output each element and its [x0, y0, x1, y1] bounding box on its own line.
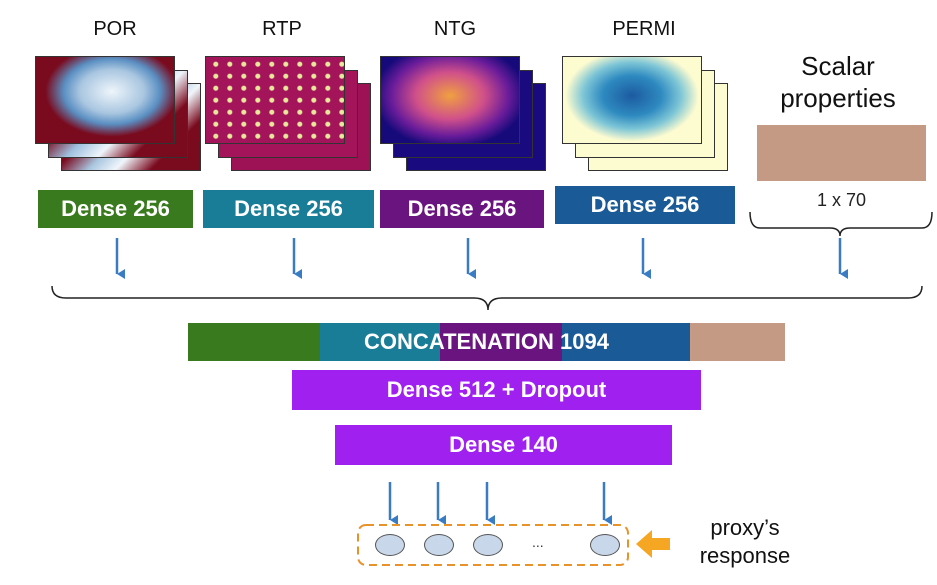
por-dense-256: Dense 256 [38, 190, 193, 228]
scalar-title-line2: properties [780, 83, 896, 113]
scalar-properties-bar [757, 125, 926, 181]
scalar-bracket [749, 211, 933, 237]
output-node-4 [590, 534, 620, 556]
proxy-response-arrow [636, 530, 670, 558]
rtp-dense-256: Dense 256 [203, 190, 374, 228]
title-rtp: RTP [262, 18, 302, 40]
scalar-dim-label: 1 x 70 [816, 190, 867, 210]
ntg-dense-256: Dense 256 [380, 190, 544, 228]
permi-dense-256: Dense 256 [555, 186, 735, 224]
scalar-title-line1: Scalar [801, 51, 875, 81]
dense-140: Dense 140 [335, 425, 672, 465]
concat-segment-por [188, 323, 320, 361]
dense-512-dropout: Dense 512 + Dropout [292, 370, 701, 410]
proxy-response-label: proxy’s response [690, 514, 800, 570]
output-node-1 [375, 534, 405, 556]
concat-brace [51, 285, 923, 311]
title-ntg: NTG [433, 18, 477, 40]
output-node-3 [473, 534, 503, 556]
scalar-title: Scalar properties [748, 50, 928, 114]
output-ellipsis: ... [532, 534, 544, 550]
concat-label: CONCATENATION 1094 [364, 329, 609, 354]
concat-segment-rtp [320, 323, 440, 361]
proxy-response-line1: proxy’s [710, 515, 780, 540]
concat-segment-ntg [440, 323, 562, 361]
output-node-2 [424, 534, 454, 556]
title-por: POR [93, 18, 137, 40]
concat-segment-scalar [690, 323, 785, 361]
title-permi: PERMI [612, 18, 676, 40]
output-layer-box [357, 524, 629, 566]
concat-segment-permi [562, 323, 690, 361]
proxy-response-line2: response [699, 543, 791, 568]
